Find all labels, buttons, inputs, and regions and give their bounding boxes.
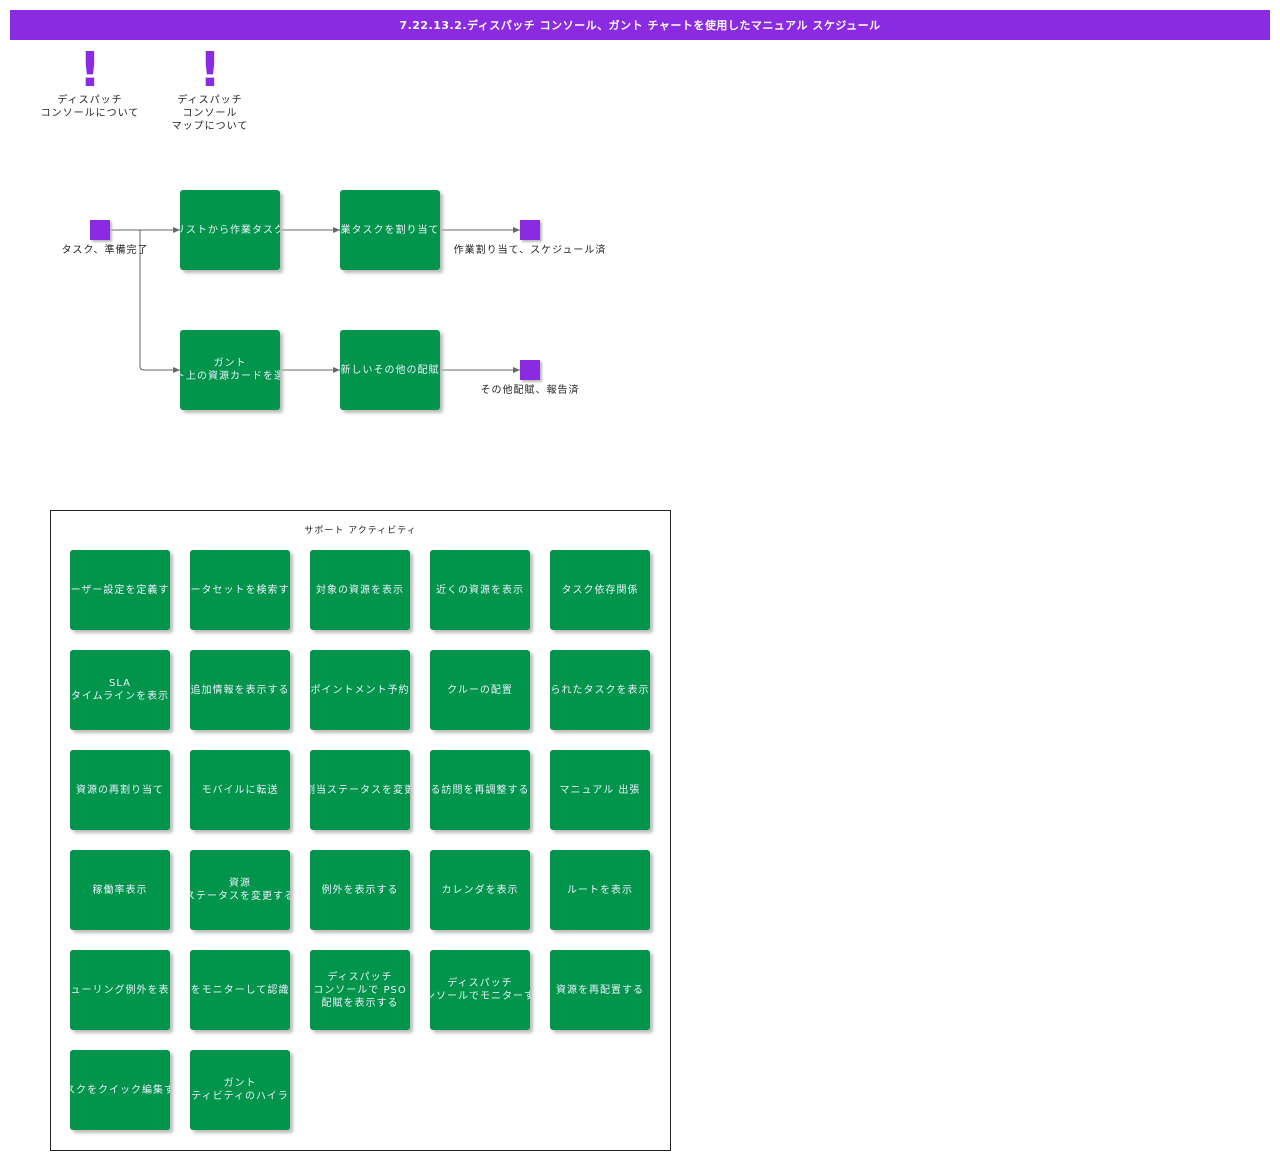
activity-tile: 資源を再配置する xyxy=(550,950,650,1030)
activity-tile: ディスパッチ ンソールでモニターす xyxy=(430,950,530,1030)
end-node xyxy=(520,220,540,240)
activity-tile: 資源の再割り当て xyxy=(70,750,170,830)
activity-tile: をモニターして認識 xyxy=(190,950,290,1030)
activity-tile: る訪問を再調整する xyxy=(430,750,530,830)
activity-tile: 稼働率表示 xyxy=(70,850,170,930)
start-label: タスク、準備完了 xyxy=(61,245,149,256)
end-node xyxy=(520,360,540,380)
activity-tile: 追加情報を表示する xyxy=(190,650,290,730)
process-node: 業タスクを割り当て xyxy=(340,190,440,270)
end-label: その他配賦、報告済 xyxy=(480,385,580,396)
connectors xyxy=(110,227,520,373)
end-label: 作業割り当て、スケジュール済 xyxy=(453,245,607,256)
process-node: 新しいその他の配賦 xyxy=(340,330,440,410)
process-node: ガント ト上の資源カードを選 xyxy=(180,330,280,410)
activity-tile: ディスパッチ コンソールで PSO 配賦を表示する xyxy=(310,950,410,1030)
note-icon: ! xyxy=(79,42,101,98)
activity-tile: 例外を表示する xyxy=(310,850,410,930)
activity-tile: 資源 ステータスを変更する xyxy=(190,850,290,930)
activity-tile: ポイントメント予約 xyxy=(310,650,410,730)
support-frame: サポート アクティビティ ーザー設定を定義す ータセットを検索す 対象の資源を表示近… xyxy=(50,510,671,1151)
activity-tile: 対象の資源を表示 xyxy=(310,550,410,630)
activity-tile: クルーの配置 xyxy=(430,650,530,730)
note-icon: ! xyxy=(199,42,221,98)
start-node xyxy=(90,220,110,240)
activity-tile: ューリング例外を表 xyxy=(70,950,170,1030)
activity-tile: モバイルに転送 xyxy=(190,750,290,830)
activity-tile: ータセットを検索す xyxy=(190,550,290,630)
support-title: サポート アクティビティ xyxy=(304,526,417,536)
activity-tile: カレンダを表示 xyxy=(430,850,530,930)
note-label: ディスパッチ コンソール マップについて xyxy=(171,95,249,132)
activity-tile: ルートを表示 xyxy=(550,850,650,930)
activity-tile: られたタスクを表示 xyxy=(550,650,650,730)
activity-tile: ガント ティビティのハイラ xyxy=(190,1050,290,1130)
activity-tile: タスク依存関係 xyxy=(550,550,650,630)
activity-tile: 近くの資源を表示 xyxy=(430,550,530,630)
activity-tile: 割当ステータスを変更 xyxy=(310,750,410,830)
activity-tile: マニュアル 出張 xyxy=(550,750,650,830)
activity-tile: SLA タイムラインを表示 xyxy=(70,650,170,730)
header-title: 7.22.13.2.ディスパッチ コンソール、ガント チャートを使用したマニュア… xyxy=(10,10,1270,40)
activity-tile: スクをクイック編集す xyxy=(70,1050,170,1130)
activity-tile: ーザー設定を定義す xyxy=(70,550,170,630)
note-label: ディスパッチ コンソールについて xyxy=(40,95,140,119)
process-node: リストから作業タスク xyxy=(180,190,280,270)
